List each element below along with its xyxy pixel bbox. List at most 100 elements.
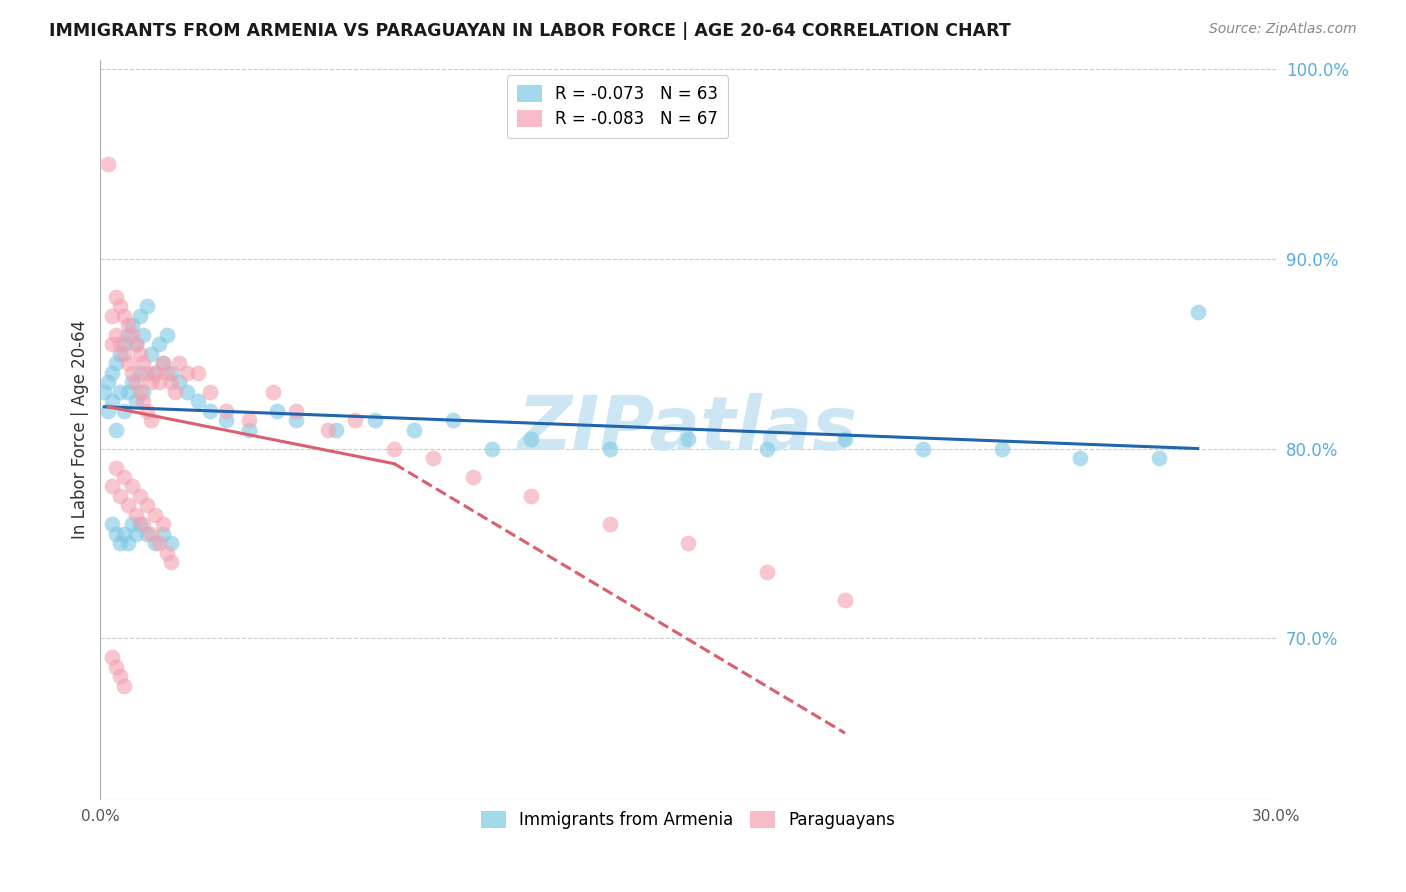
Point [97,375,120,389]
Point [108,299,131,313]
Point [124,375,146,389]
Point [198,403,221,417]
Point [143,508,166,522]
Point [121,327,143,342]
Point [676,432,699,446]
Point [520,432,543,446]
Point [128,517,150,532]
Point [101,479,124,493]
Point [117,536,139,550]
Point [402,423,425,437]
Point [117,318,139,333]
Point [176,384,198,399]
Point [132,327,155,342]
Point [148,536,170,550]
Point [834,593,856,607]
Point [316,423,339,437]
Point [382,442,405,456]
Point [128,309,150,323]
Point [599,517,621,532]
Point [141,413,163,427]
Point [167,356,190,370]
Point [128,346,150,360]
Point [141,346,163,360]
Point [163,384,186,399]
Point [121,366,143,380]
Point [121,375,143,389]
Point [266,403,288,417]
Point [136,403,159,417]
Point [152,527,174,541]
Point [124,394,146,409]
Point [143,366,166,380]
Point [167,375,190,389]
Point [156,327,179,342]
Point [132,356,155,370]
Point [108,346,131,360]
Point [141,375,163,389]
Point [124,337,146,351]
Point [124,508,146,522]
Point [136,499,159,513]
Point [121,479,143,493]
Point [363,413,385,427]
Point [112,403,135,417]
Point [912,442,935,456]
Point [101,366,124,380]
Point [755,565,778,579]
Point [97,403,120,417]
Point [148,337,170,351]
Point [344,413,367,427]
Point [160,366,183,380]
Point [1069,450,1091,465]
Point [481,442,503,456]
Point [112,346,135,360]
Point [215,403,238,417]
Point [834,432,856,446]
Point [160,555,183,569]
Point [285,413,308,427]
Point [238,413,260,427]
Point [136,366,159,380]
Text: ZIPatlas: ZIPatlas [519,393,858,466]
Point [101,394,124,409]
Point [132,394,155,409]
Point [117,384,139,399]
Point [128,366,150,380]
Point [117,356,139,370]
Point [124,337,146,351]
Point [148,375,170,389]
Point [105,659,128,673]
Legend: Immigrants from Armenia, Paraguayans: Immigrants from Armenia, Paraguayans [474,804,903,836]
Point [143,366,166,380]
Text: Source: ZipAtlas.com: Source: ZipAtlas.com [1209,22,1357,37]
Point [215,413,238,427]
Point [112,470,135,484]
Point [101,337,124,351]
Point [238,423,260,437]
Point [108,337,131,351]
Point [117,499,139,513]
Point [105,527,128,541]
Point [1187,305,1209,319]
Point [187,394,209,409]
Point [101,517,124,532]
Point [990,442,1012,456]
Point [105,290,128,304]
Point [105,327,128,342]
Point [112,527,135,541]
Point [101,309,124,323]
Point [160,536,183,550]
Point [285,403,308,417]
Point [121,318,143,333]
Point [136,527,159,541]
Point [108,669,131,683]
Point [143,536,166,550]
Point [105,460,128,475]
Point [262,384,284,399]
Point [128,384,150,399]
Point [121,517,143,532]
Point [152,517,174,532]
Y-axis label: In Labor Force | Age 20-64: In Labor Force | Age 20-64 [72,320,89,539]
Point [108,489,131,503]
